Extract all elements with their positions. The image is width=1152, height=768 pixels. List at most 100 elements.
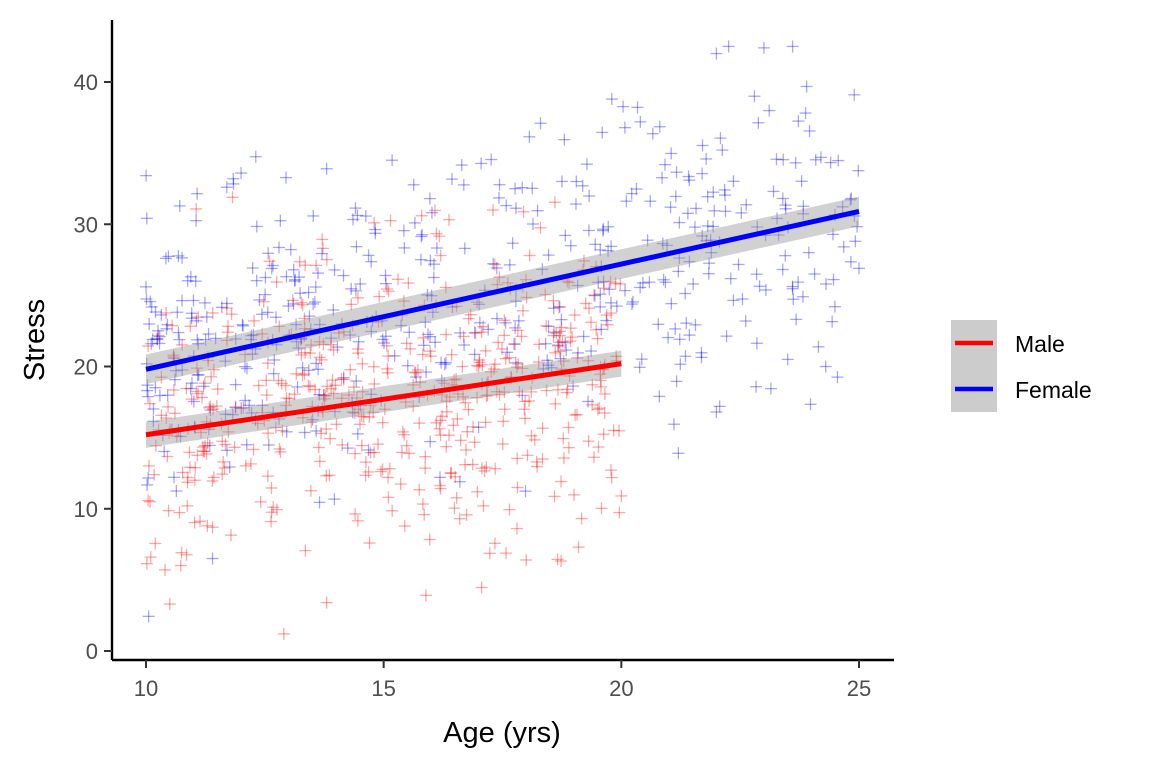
data-point-female bbox=[490, 261, 503, 274]
data-point-male bbox=[378, 403, 391, 416]
data-point-female bbox=[259, 288, 272, 301]
data-point-female bbox=[588, 289, 601, 302]
data-point-male bbox=[248, 314, 261, 327]
data-point-female bbox=[249, 150, 262, 163]
data-point-female bbox=[290, 318, 303, 331]
data-point-female bbox=[707, 186, 720, 199]
data-point-male bbox=[516, 304, 529, 317]
data-point-female bbox=[851, 220, 864, 233]
data-point-female bbox=[352, 335, 365, 348]
data-point-male bbox=[305, 416, 318, 429]
data-point-female bbox=[388, 349, 401, 362]
data-point-male bbox=[267, 501, 280, 514]
data-point-female bbox=[720, 330, 733, 343]
data-point-male bbox=[265, 515, 278, 528]
data-point-male bbox=[286, 294, 299, 307]
data-point-female bbox=[293, 271, 306, 284]
data-point-male bbox=[457, 390, 470, 403]
data-point-female bbox=[656, 171, 669, 184]
data-point-female bbox=[828, 300, 841, 313]
data-point-female bbox=[572, 346, 585, 359]
data-point-male bbox=[498, 403, 511, 416]
data-point-female bbox=[386, 154, 399, 167]
data-point-female bbox=[541, 354, 554, 367]
y-tick-label: 30 bbox=[74, 212, 98, 237]
data-point-female bbox=[414, 253, 427, 266]
data-point-female bbox=[759, 283, 772, 296]
data-point-female bbox=[487, 257, 500, 270]
data-point-female bbox=[589, 238, 602, 251]
data-point-male bbox=[480, 390, 493, 403]
data-point-male bbox=[595, 502, 608, 515]
data-point-male bbox=[528, 433, 541, 446]
data-point-female bbox=[853, 262, 865, 275]
data-point-female bbox=[787, 293, 800, 306]
data-point-female bbox=[826, 228, 839, 241]
data-point-male bbox=[548, 490, 561, 503]
data-point-male bbox=[362, 465, 375, 478]
fit-lines-layer bbox=[145, 196, 860, 448]
data-point-female bbox=[184, 270, 197, 283]
data-point-male bbox=[475, 326, 488, 339]
data-point-female bbox=[243, 399, 256, 412]
data-point-male bbox=[351, 343, 364, 356]
data-point-female bbox=[845, 192, 858, 205]
data-point-male bbox=[398, 428, 411, 441]
data-point-female bbox=[158, 445, 171, 458]
data-point-female bbox=[202, 328, 215, 341]
data-point-male bbox=[451, 412, 464, 425]
data-point-male bbox=[296, 369, 309, 382]
data-point-female bbox=[594, 243, 607, 256]
data-point-female bbox=[310, 424, 323, 437]
data-point-female bbox=[626, 295, 639, 308]
data-point-male bbox=[326, 374, 339, 387]
data-point-male bbox=[190, 362, 203, 375]
data-point-male bbox=[563, 276, 576, 289]
data-point-male bbox=[477, 499, 490, 512]
data-point-male bbox=[219, 438, 232, 451]
data-point-female bbox=[227, 172, 240, 185]
data-point-female bbox=[814, 151, 827, 164]
data-point-male bbox=[316, 242, 329, 255]
data-point-male bbox=[483, 547, 496, 560]
data-point-female bbox=[582, 395, 595, 408]
data-point-female bbox=[289, 273, 302, 286]
data-point-female bbox=[174, 430, 187, 443]
data-point-male bbox=[496, 342, 509, 355]
data-point-male bbox=[445, 466, 458, 479]
data-point-female bbox=[269, 311, 282, 324]
data-point-female bbox=[482, 323, 495, 336]
data-point-female bbox=[724, 272, 737, 285]
data-point-female bbox=[229, 401, 242, 414]
data-point-male bbox=[349, 507, 362, 520]
data-point-female bbox=[425, 289, 438, 302]
data-point-male bbox=[591, 332, 604, 345]
data-point-female bbox=[705, 246, 718, 259]
data-point-female bbox=[331, 341, 344, 354]
data-point-male bbox=[382, 285, 395, 298]
data-point-female bbox=[602, 220, 615, 233]
data-point-female bbox=[142, 610, 155, 623]
data-point-male bbox=[457, 330, 470, 343]
data-point-male bbox=[594, 380, 607, 393]
data-point-male bbox=[442, 213, 455, 226]
data-point-female bbox=[597, 224, 610, 237]
data-point-female bbox=[659, 276, 672, 289]
data-point-male bbox=[345, 298, 358, 311]
data-point-male bbox=[324, 432, 337, 445]
data-point-male bbox=[492, 336, 505, 349]
data-point-male bbox=[206, 474, 219, 487]
data-point-female bbox=[279, 171, 292, 184]
data-point-male bbox=[356, 385, 369, 398]
data-point-female bbox=[236, 318, 249, 331]
data-point-female bbox=[736, 293, 749, 306]
data-point-female bbox=[594, 300, 607, 313]
data-point-male bbox=[560, 386, 573, 399]
data-point-female bbox=[554, 352, 567, 365]
data-point-female bbox=[303, 310, 316, 323]
data-point-female bbox=[349, 284, 362, 297]
data-point-female bbox=[596, 126, 609, 139]
data-point-female bbox=[215, 301, 228, 314]
data-point-male bbox=[160, 412, 173, 425]
data-point-female bbox=[313, 388, 326, 401]
